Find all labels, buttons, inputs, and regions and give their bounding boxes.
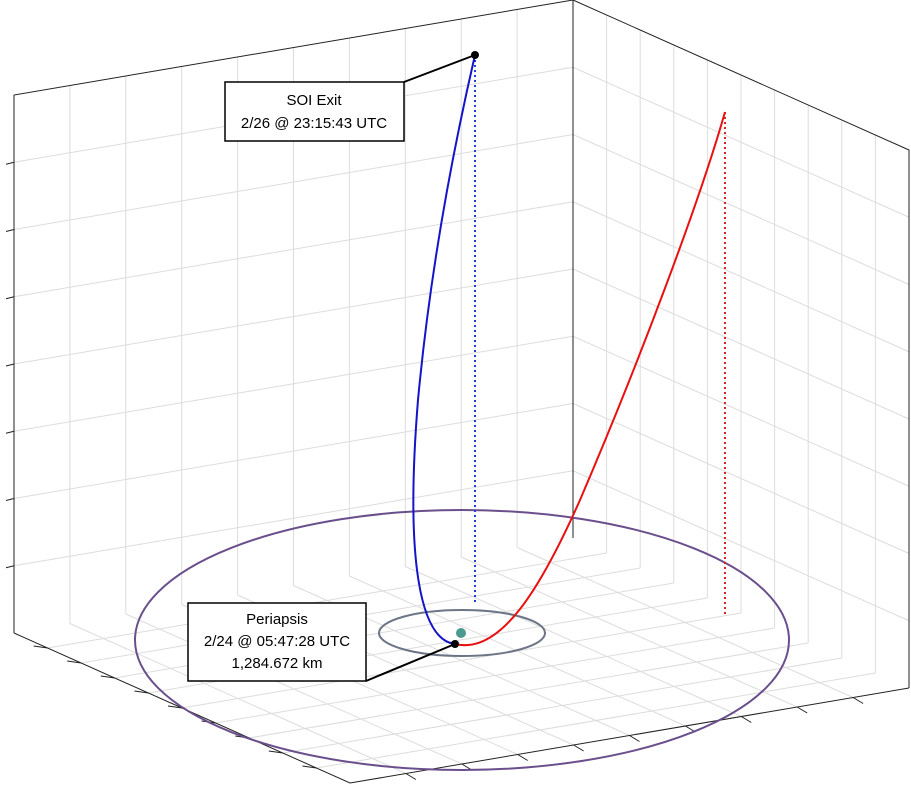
tick-mark [33, 645, 48, 649]
tick-mark [796, 706, 808, 714]
box-edge [13, 632, 910, 784]
grid-line [282, 657, 842, 754]
tick-mark [852, 697, 864, 704]
red-trajectory [454, 111, 726, 647]
annotation-text: Periapsis [246, 611, 308, 628]
annotation-box [187, 602, 367, 682]
axes-box [13, 0, 910, 784]
grid-line [405, 566, 742, 717]
tick-mark [741, 716, 752, 723]
tick-mark [134, 690, 149, 694]
periapsis-point [451, 640, 459, 648]
outer-orbit [134, 509, 790, 771]
tick-mark [100, 675, 115, 679]
tick-mark [573, 744, 584, 752]
inner-orbit [378, 609, 546, 657]
grid-line [215, 627, 775, 724]
annotation-text: SOI Exit [286, 92, 342, 109]
leader-line [365, 643, 456, 682]
tick-mark [302, 765, 317, 769]
blue-trajectory [412, 54, 476, 645]
body [456, 628, 466, 638]
tick-mark [405, 773, 417, 780]
annotation-box [224, 81, 405, 142]
grid-line [316, 672, 876, 769]
tick-mark [67, 660, 82, 664]
tick-mark [5, 363, 15, 367]
grid-line [249, 642, 809, 739]
tick-mark [268, 750, 283, 754]
soi-exit-point [471, 51, 479, 59]
tick-mark [517, 754, 528, 761]
annotation-text: 2/26 @ 23:15:43 UTC [241, 115, 387, 132]
grid-line [516, 547, 854, 698]
tick-mark [167, 705, 183, 709]
tick-mark [5, 498, 15, 501]
tick-mark [5, 161, 15, 165]
leader-line [403, 54, 476, 83]
tick-mark [629, 735, 640, 742]
tick-mark [5, 430, 15, 434]
annotation-text: 1,284.672 km [232, 655, 323, 672]
tick-mark [5, 565, 15, 569]
tick-mark [5, 229, 15, 232]
tick-mark [5, 296, 15, 300]
box-edge [13, 0, 910, 688]
annotation-text: 2/24 @ 05:47:28 UTC [204, 633, 350, 650]
grid-line [460, 556, 798, 708]
